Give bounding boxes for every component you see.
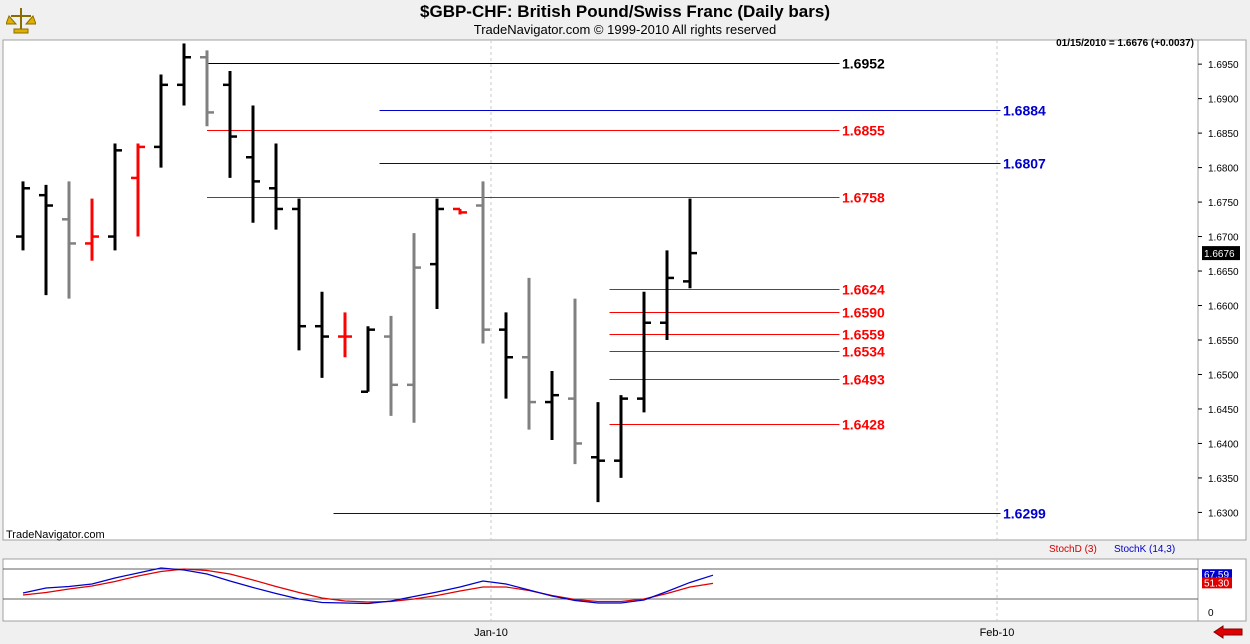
last-quote: 01/15/2010 = 1.6676 (+0.0037) [1056,38,1194,49]
level-label: 1.6428 [842,417,885,433]
level-label: 1.6534 [842,344,885,360]
ohlc-bar [269,143,283,230]
level-label: 1.6493 [842,372,885,388]
ohlc-bar [614,395,628,478]
y-tick-label: 1.6650 [1208,267,1239,278]
x-tick-label: Feb-10 [980,627,1015,639]
ohlc-bar [430,198,444,309]
y-tick-label: 1.6800 [1208,164,1239,175]
last-price-label: 1.6676 [1204,249,1235,260]
chart-subtitle: TradeNavigator.com © 1999-2010 All right… [473,22,777,37]
ohlc-bar [568,298,582,465]
stoch-y-tick-label: 0 [1208,608,1214,619]
stochk-legend: StochK (14,3) [1114,544,1176,555]
level-label: 1.6590 [842,305,885,321]
ohlc-bar [384,315,398,416]
ohlc-bar [315,291,329,378]
level-label: 1.6807 [1003,156,1046,172]
ohlc-bar [292,198,306,351]
stochd-value-label: 51.30 [1204,578,1229,589]
ohlc-bar [637,291,651,413]
y-tick-label: 1.6950 [1208,60,1239,71]
chart-title: $GBP-CHF: British Pound/Swiss Franc (Dai… [420,2,830,21]
level-label: 1.6855 [842,123,885,139]
y-tick-label: 1.6750 [1208,198,1239,209]
ohlc-bar [591,402,605,503]
stoch-axis-panel [1197,558,1247,622]
stochd-line [22,568,714,603]
ohlc-bar [62,181,76,299]
y-tick-label: 1.6300 [1208,508,1239,519]
ohlc-bar [200,50,214,127]
price-panel [2,39,1199,541]
y-tick-label: 1.6450 [1208,405,1239,416]
level-label: 1.6559 [842,327,885,343]
ohlc-bar [16,181,30,251]
ohlc-bar [108,143,122,251]
y-tick-label: 1.6900 [1208,95,1239,106]
ohlc-bar [407,233,421,423]
level-label: 1.6299 [1003,506,1046,522]
scroll-left-arrow-icon[interactable] [1213,625,1243,644]
x-tick-label: Jan-10 [474,627,508,639]
trade-navigator-logo-icon [5,6,37,39]
stochd-value-tag [1202,577,1232,589]
level-label: 1.6952 [842,56,885,72]
ohlc-bar [361,326,375,393]
ohlc-bar [177,43,191,106]
ohlc-bar [545,371,559,440]
ohlc-bar [660,250,674,340]
y-tick-label: 1.6850 [1208,129,1239,140]
ohlc-bar [338,312,352,358]
y-tick-label: 1.6550 [1208,336,1239,347]
stochk-value-tag [1202,569,1232,581]
y-tick-label: 1.6600 [1208,302,1239,313]
ohlc-bar [453,207,467,215]
ohlc-bar [683,198,697,289]
y-tick-label: 1.6700 [1208,233,1239,244]
level-label: 1.6884 [1003,103,1046,119]
level-label: 1.6624 [842,282,885,298]
last-price-tag [1202,246,1240,261]
ohlc-bar [476,181,490,344]
y-tick-label: 1.6500 [1208,370,1239,381]
stochk-line [22,567,714,605]
ohlc-bar [131,143,145,237]
level-label: 1.6758 [842,190,885,206]
price-axis-panel [1197,39,1247,541]
ohlc-bar [154,74,168,168]
ohlc-bar [85,198,99,261]
y-tick-label: 1.6400 [1208,439,1239,450]
ohlc-bar [522,277,536,430]
stochastic-panel [2,558,1199,622]
ohlc-bar [499,312,513,399]
watermark: TradeNavigator.com [6,529,105,541]
ohlc-bar [246,105,260,223]
stochd-legend: StochD (3) [1049,544,1097,555]
y-tick-label: 1.6350 [1208,474,1239,485]
stochk-value-label: 67.59 [1204,570,1229,581]
ohlc-bar [39,184,53,296]
ohlc-bar [223,71,237,178]
